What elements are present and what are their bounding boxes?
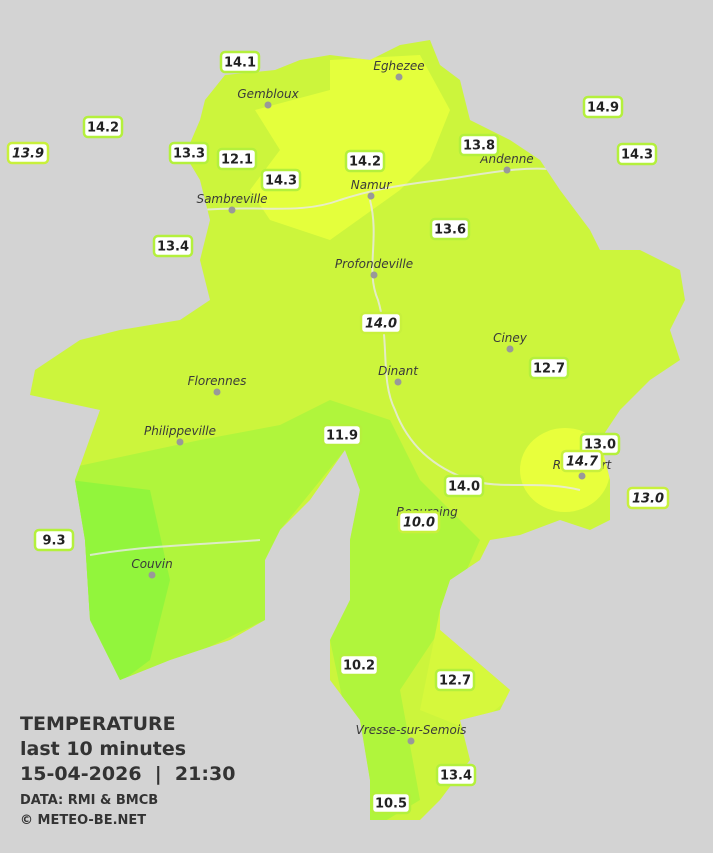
station-box bbox=[359, 311, 403, 335]
station-box bbox=[429, 217, 471, 241]
station-value: 10.5 bbox=[375, 797, 407, 812]
station-value: 14.3 bbox=[621, 148, 653, 163]
station-box bbox=[434, 668, 476, 692]
station-value: 13.6 bbox=[434, 223, 466, 238]
city-label: Florennes bbox=[188, 374, 247, 388]
station-value: 12.7 bbox=[439, 674, 471, 689]
station-value: 9.3 bbox=[42, 534, 65, 549]
station-value: 13.3 bbox=[173, 147, 205, 162]
city-dot bbox=[407, 737, 415, 745]
station-box bbox=[338, 653, 380, 677]
station-box bbox=[219, 50, 261, 74]
station-box bbox=[560, 449, 604, 473]
city-label: Namur bbox=[351, 178, 393, 192]
station-value: 13.0 bbox=[584, 438, 616, 453]
station-box bbox=[582, 95, 624, 119]
city-dot bbox=[264, 101, 272, 109]
city-label: Ciney bbox=[493, 331, 528, 345]
city-dot bbox=[176, 438, 184, 446]
station-box bbox=[260, 168, 302, 192]
station-value: 13.0 bbox=[632, 492, 664, 507]
river bbox=[199, 167, 561, 211]
station-box bbox=[168, 141, 210, 165]
city-label: Couvin bbox=[131, 557, 172, 571]
station-box bbox=[443, 474, 485, 498]
station-box bbox=[626, 486, 670, 510]
station-value: 13.8 bbox=[463, 139, 495, 154]
zone-warm bbox=[250, 55, 450, 240]
station-box bbox=[528, 356, 570, 380]
station-value: 14.0 bbox=[448, 480, 480, 495]
legend-subtitle: last 10 minutes bbox=[20, 738, 186, 760]
station-box bbox=[344, 149, 386, 173]
station-value: 14.7 bbox=[566, 455, 599, 470]
city-label: Eghezee bbox=[373, 59, 424, 73]
station-box bbox=[82, 115, 124, 139]
station-value: 10.0 bbox=[403, 516, 435, 531]
city-label: Vresse-sur-Semois bbox=[356, 723, 467, 737]
city-dot bbox=[213, 388, 221, 396]
legend-copyright: © METEO-BE.NET bbox=[20, 813, 146, 828]
station-value: 14.0 bbox=[365, 317, 397, 332]
station-box bbox=[152, 234, 194, 258]
city-label: Sambreville bbox=[196, 192, 267, 206]
city-dot bbox=[228, 206, 236, 214]
station-value: 12.7 bbox=[533, 362, 565, 377]
station-value: 14.2 bbox=[349, 155, 381, 170]
station-value: 13.4 bbox=[440, 769, 472, 784]
station-box bbox=[33, 528, 75, 552]
zone-cool bbox=[60, 400, 480, 820]
station-value: 14.3 bbox=[265, 174, 297, 189]
station-value: 12.1 bbox=[221, 153, 253, 168]
station-value: 13.4 bbox=[157, 240, 189, 255]
station-value: 14.9 bbox=[587, 101, 619, 116]
legend-source: DATA: RMI & BMCB bbox=[20, 793, 158, 808]
station-box bbox=[321, 423, 363, 447]
river bbox=[89, 539, 261, 556]
station-box bbox=[435, 763, 477, 787]
city-label: Philippeville bbox=[144, 424, 216, 438]
city-label: Profondeville bbox=[335, 257, 413, 271]
station-value: 13.9 bbox=[12, 147, 44, 162]
city-dot bbox=[370, 271, 378, 279]
station-value: 14.1 bbox=[224, 56, 256, 71]
station-value: 14.2 bbox=[87, 121, 119, 136]
station-box bbox=[458, 133, 500, 157]
city-dot bbox=[148, 571, 156, 579]
city-label: Dinant bbox=[378, 364, 419, 378]
city-dot bbox=[506, 345, 514, 353]
station-box bbox=[216, 147, 258, 171]
legend-datetime: 15-04-2026 | 21:30 bbox=[20, 763, 235, 785]
city-label: Gembloux bbox=[237, 87, 299, 101]
station-box bbox=[397, 510, 441, 534]
city-dot bbox=[578, 472, 586, 480]
station-box bbox=[616, 142, 658, 166]
station-box bbox=[370, 791, 412, 815]
station-box bbox=[6, 141, 50, 165]
legend-title: TEMPERATURE bbox=[20, 713, 176, 735]
stations: 14.1 14.2 13.9 13.3 12.1 14.3 14.2 13.8 14.9 14.3… bbox=[6, 50, 670, 815]
station-value: 10.2 bbox=[343, 659, 375, 674]
station-value: 11.9 bbox=[326, 429, 358, 444]
city-dot bbox=[394, 378, 402, 386]
city-dot bbox=[367, 192, 375, 200]
city-dot bbox=[395, 73, 403, 81]
city-dot bbox=[503, 166, 511, 174]
